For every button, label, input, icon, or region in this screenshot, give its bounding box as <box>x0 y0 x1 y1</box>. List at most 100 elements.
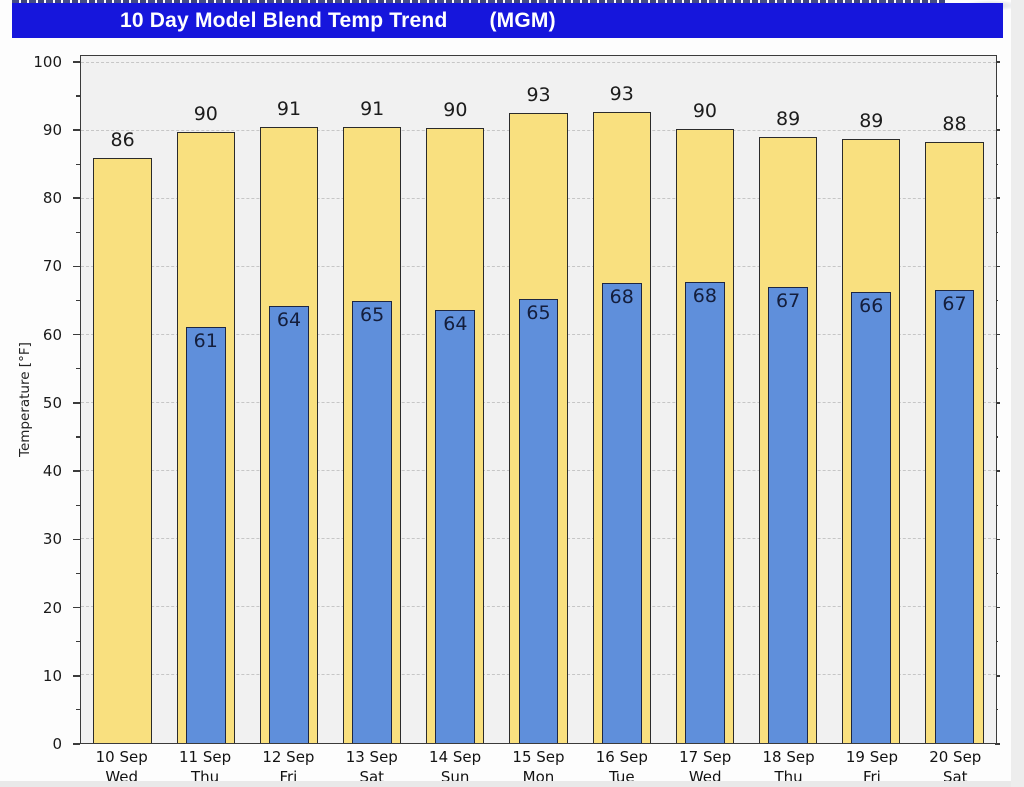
x-date-label: 16 Sep <box>595 748 648 766</box>
low-temp-bar: 67 <box>934 290 975 743</box>
y-tick-right-20 <box>995 606 1001 609</box>
y-tick-left-20 <box>73 606 80 609</box>
y-tick-label-0: 0 <box>52 735 62 753</box>
high-temp-value: 90 <box>443 99 468 122</box>
y-tick-left-0 <box>73 743 80 745</box>
y-tick-left-40 <box>73 470 80 472</box>
high-temp-value: 93 <box>526 84 551 107</box>
bar-column-12-sep: 91 64 <box>247 56 330 743</box>
low-temp-value: 61 <box>193 329 218 352</box>
low-temp-value: 67 <box>775 289 801 312</box>
y-tick-label-30: 30 <box>42 530 62 549</box>
y-tick-right-30 <box>995 538 1001 541</box>
high-temp-value: 86 <box>110 129 135 152</box>
low-temp-bar: 64 <box>269 306 309 743</box>
low-temp-bar: 65 <box>352 300 393 743</box>
y-minortick-left-25 <box>76 572 80 575</box>
low-temp-value: 67 <box>942 293 967 315</box>
y-tick-left-50 <box>73 402 80 404</box>
y-tick-label-40: 40 <box>42 462 62 481</box>
y-tick-left-70 <box>73 265 80 268</box>
y-tick-right-40 <box>995 470 1001 472</box>
bar-column-10-sep: 86 <box>81 56 164 743</box>
y-tick-right-80 <box>995 197 1001 200</box>
y-tick-left-90 <box>73 129 80 131</box>
low-temp-bar: 67 <box>768 286 809 743</box>
y-tick-label-20: 20 <box>42 598 62 617</box>
bar-columns: 86 90 61 91 64 91 65 90 64 93 65 93 68 90 68 89 67 89 66 88… <box>81 56 996 743</box>
page-edge-bottom <box>0 781 1024 787</box>
y-tick-right-70 <box>995 265 1001 268</box>
y-tick-label-50: 50 <box>42 393 62 412</box>
low-temp-value: 68 <box>609 286 634 309</box>
low-temp-bar: 61 <box>185 326 226 743</box>
y-minortick-left-75 <box>76 231 80 233</box>
y-tick-label-10: 10 <box>42 666 62 685</box>
high-temp-value: 93 <box>609 82 634 105</box>
y-tick-left-30 <box>73 538 80 541</box>
low-temp-value: 64 <box>443 313 468 336</box>
bar-column-13-sep: 91 65 <box>331 56 414 743</box>
y-tick-right-10 <box>995 674 1001 677</box>
bar-column-20-sep: 88 67 <box>913 56 996 743</box>
x-date-label: 14 Sep <box>429 748 482 766</box>
bar-column-15-sep: 93 65 <box>497 56 580 743</box>
page-edge-right <box>1011 0 1024 787</box>
y-minortick-left-15 <box>76 641 80 643</box>
y-minortick-left-65 <box>76 299 80 302</box>
y-tick-label-100: 100 <box>33 52 62 71</box>
y-tick-right-50 <box>995 402 1001 404</box>
y-tick-label-70: 70 <box>42 257 62 276</box>
high-temp-value: 91 <box>360 97 385 120</box>
station-code: (MGM) <box>489 8 556 32</box>
y-tick-label-60: 60 <box>42 325 62 344</box>
x-date-label: 15 Sep <box>512 748 565 766</box>
low-temp-bar: 68 <box>684 281 725 743</box>
high-temp-value: 88 <box>942 112 967 135</box>
y-minortick-left-95 <box>76 95 80 97</box>
y-axis: 0 10 20 30 40 50 60 70 80 90 100 <box>0 52 71 753</box>
y-minortick-left-45 <box>76 436 80 438</box>
high-temp-value: 90 <box>692 100 717 123</box>
high-temp-value: 89 <box>859 109 884 132</box>
x-date-label: 20 Sep <box>929 748 982 766</box>
title-banner: 10 Day Model Blend Temp Trend (MGM) <box>12 3 1003 38</box>
y-tick-left-100 <box>73 61 80 63</box>
bar-column-16-sep: 93 68 <box>580 56 663 743</box>
bar-column-18-sep: 89 67 <box>747 56 830 743</box>
y-minortick-left-85 <box>76 163 80 165</box>
low-temp-bar: 66 <box>851 292 892 743</box>
x-date-label: 19 Sep <box>845 748 898 766</box>
high-temp-value: 91 <box>276 97 302 120</box>
y-tick-left-10 <box>73 674 80 677</box>
page-title: 10 Day Model Blend Temp Trend <box>120 8 448 32</box>
low-temp-value: 68 <box>692 284 717 307</box>
bar-column-19-sep: 89 66 <box>830 56 913 743</box>
temp-trend-chart: Temperature [°F] 0 10 20 30 40 50 60 70 80 90 100 … <box>0 40 1024 787</box>
x-date-label: 13 Sep <box>345 748 398 766</box>
y-tick-right-100 <box>995 61 1001 63</box>
y-tick-label-80: 80 <box>42 189 62 208</box>
y-tick-left-80 <box>73 197 80 200</box>
high-temp-bar <box>93 158 152 743</box>
clipped-top-text-row <box>12 0 945 3</box>
low-temp-value: 65 <box>360 303 385 326</box>
x-date-label: 10 Sep <box>95 748 148 766</box>
low-temp-bar: 64 <box>435 310 476 743</box>
low-temp-bar: 65 <box>518 298 559 743</box>
gridline-100 <box>81 61 996 63</box>
low-temp-value: 65 <box>526 301 551 324</box>
y-tick-left-60 <box>73 333 80 336</box>
x-date-label: 12 Sep <box>262 748 315 766</box>
y-tick-right-90 <box>995 129 1001 131</box>
y-minortick-left-5 <box>76 709 80 711</box>
low-temp-value: 66 <box>859 295 884 318</box>
y-tick-right-0 <box>995 743 1001 745</box>
y-tick-right-60 <box>995 333 1001 336</box>
low-temp-bar: 68 <box>601 283 642 743</box>
plot-area: 86 90 61 91 64 91 65 90 64 93 65 93 68 90 68 89 67 89 66 88… <box>80 55 997 744</box>
low-temp-value: 64 <box>276 309 302 332</box>
bar-column-11-sep: 90 61 <box>164 56 247 743</box>
y-minortick-left-55 <box>76 368 80 370</box>
high-temp-value: 90 <box>193 103 218 126</box>
